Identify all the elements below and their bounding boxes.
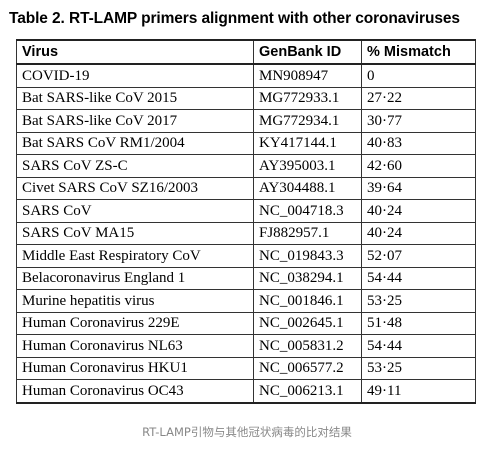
cell-virus: Human Coronavirus NL63 bbox=[16, 334, 254, 358]
cell-virus: SARS CoV bbox=[16, 199, 254, 223]
table-row: Middle East Respiratory CoV NC_019843.3 … bbox=[16, 244, 476, 268]
cell-virus: Middle East Respiratory CoV bbox=[16, 244, 254, 268]
cell-genbank-id: AY395003.1 bbox=[253, 154, 362, 178]
cell-mismatch: 53·25 bbox=[361, 289, 476, 313]
table-row: Human Coronavirus 229E NC_002645.1 51·48 bbox=[16, 311, 476, 335]
header-virus: Virus bbox=[16, 39, 254, 65]
cell-mismatch: 54·44 bbox=[361, 266, 476, 290]
table-row: Civet SARS CoV SZ16/2003 AY304488.1 39·6… bbox=[16, 176, 476, 200]
cell-genbank-id: MG772934.1 bbox=[253, 109, 362, 133]
cell-genbank-id: NC_001846.1 bbox=[253, 289, 362, 313]
cell-virus: Murine hepatitis virus bbox=[16, 289, 254, 313]
cell-mismatch: 53·25 bbox=[361, 356, 476, 380]
cell-virus: Human Coronavirus OC43 bbox=[16, 379, 254, 404]
cell-genbank-id: KY417144.1 bbox=[253, 131, 362, 155]
table-row: Belacoronavirus England 1 NC_038294.1 54… bbox=[16, 266, 476, 290]
cell-mismatch: 49·11 bbox=[361, 379, 476, 404]
cell-mismatch: 27·22 bbox=[361, 86, 476, 110]
image-caption: RT-LAMP引物与其他冠状病毒的比对结果 bbox=[142, 425, 352, 439]
cell-genbank-id: NC_038294.1 bbox=[253, 266, 362, 290]
table-row: COVID-19 MN908947 0 bbox=[16, 63, 476, 88]
cell-virus: Bat SARS-like CoV 2017 bbox=[16, 109, 254, 133]
header-mismatch: % Mismatch bbox=[361, 39, 476, 65]
cell-mismatch: 0 bbox=[361, 63, 476, 88]
table-row: Human Coronavirus OC43 NC_006213.1 49·11 bbox=[16, 379, 476, 404]
table-row: Human Coronavirus NL63 NC_005831.2 54·44 bbox=[16, 334, 476, 358]
cell-virus: SARS CoV MA15 bbox=[16, 221, 254, 245]
cell-virus: Belacoronavirus England 1 bbox=[16, 266, 254, 290]
cell-virus: Bat SARS CoV RM1/2004 bbox=[16, 131, 254, 155]
cell-genbank-id: NC_005831.2 bbox=[253, 334, 362, 358]
cell-genbank-id: AY304488.1 bbox=[253, 176, 362, 200]
cell-virus: Human Coronavirus 229E bbox=[16, 311, 254, 335]
cell-mismatch: 51·48 bbox=[361, 311, 476, 335]
cell-genbank-id: NC_019843.3 bbox=[253, 244, 362, 268]
cell-virus: Human Coronavirus HKU1 bbox=[16, 356, 254, 380]
cell-genbank-id: NC_006213.1 bbox=[253, 379, 362, 404]
cell-genbank-id: NC_002645.1 bbox=[253, 311, 362, 335]
table-row: Bat SARS-like CoV 2015 MG772933.1 27·22 bbox=[16, 86, 476, 110]
table-row: Human Coronavirus HKU1 NC_006577.2 53·25 bbox=[16, 356, 476, 380]
cell-mismatch: 40·24 bbox=[361, 221, 476, 245]
cell-genbank-id: MG772933.1 bbox=[253, 86, 362, 110]
table-title: Table 2. RT-LAMP primers alignment with … bbox=[9, 10, 460, 27]
cell-mismatch: 52·07 bbox=[361, 244, 476, 268]
cell-genbank-id: NC_004718.3 bbox=[253, 199, 362, 223]
cell-genbank-id: NC_006577.2 bbox=[253, 356, 362, 380]
cell-genbank-id: MN908947 bbox=[253, 63, 362, 88]
cell-mismatch: 40·83 bbox=[361, 131, 476, 155]
table-row: SARS CoV NC_004718.3 40·24 bbox=[16, 199, 476, 223]
cell-virus: COVID-19 bbox=[16, 63, 254, 88]
cell-mismatch: 42·60 bbox=[361, 154, 476, 178]
cell-genbank-id: FJ882957.1 bbox=[253, 221, 362, 245]
alignment-table: Virus GenBank ID % Mismatch COVID-19 MN9… bbox=[16, 39, 476, 404]
table-row: SARS CoV MA15 FJ882957.1 40·24 bbox=[16, 221, 476, 245]
header-genbank-id: GenBank ID bbox=[253, 39, 362, 65]
cell-mismatch: 54·44 bbox=[361, 334, 476, 358]
table-row: Bat SARS CoV RM1/2004 KY417144.1 40·83 bbox=[16, 131, 476, 155]
cell-virus: SARS CoV ZS-C bbox=[16, 154, 254, 178]
cell-mismatch: 40·24 bbox=[361, 199, 476, 223]
table-row: Murine hepatitis virus NC_001846.1 53·25 bbox=[16, 289, 476, 313]
cell-mismatch: 30·77 bbox=[361, 109, 476, 133]
cell-mismatch: 39·64 bbox=[361, 176, 476, 200]
cell-virus: Bat SARS-like CoV 2015 bbox=[16, 86, 254, 110]
table-header-row: Virus GenBank ID % Mismatch bbox=[16, 39, 476, 65]
table-row: SARS CoV ZS-C AY395003.1 42·60 bbox=[16, 154, 476, 178]
table-row: Bat SARS-like CoV 2017 MG772934.1 30·77 bbox=[16, 109, 476, 133]
cell-virus: Civet SARS CoV SZ16/2003 bbox=[16, 176, 254, 200]
